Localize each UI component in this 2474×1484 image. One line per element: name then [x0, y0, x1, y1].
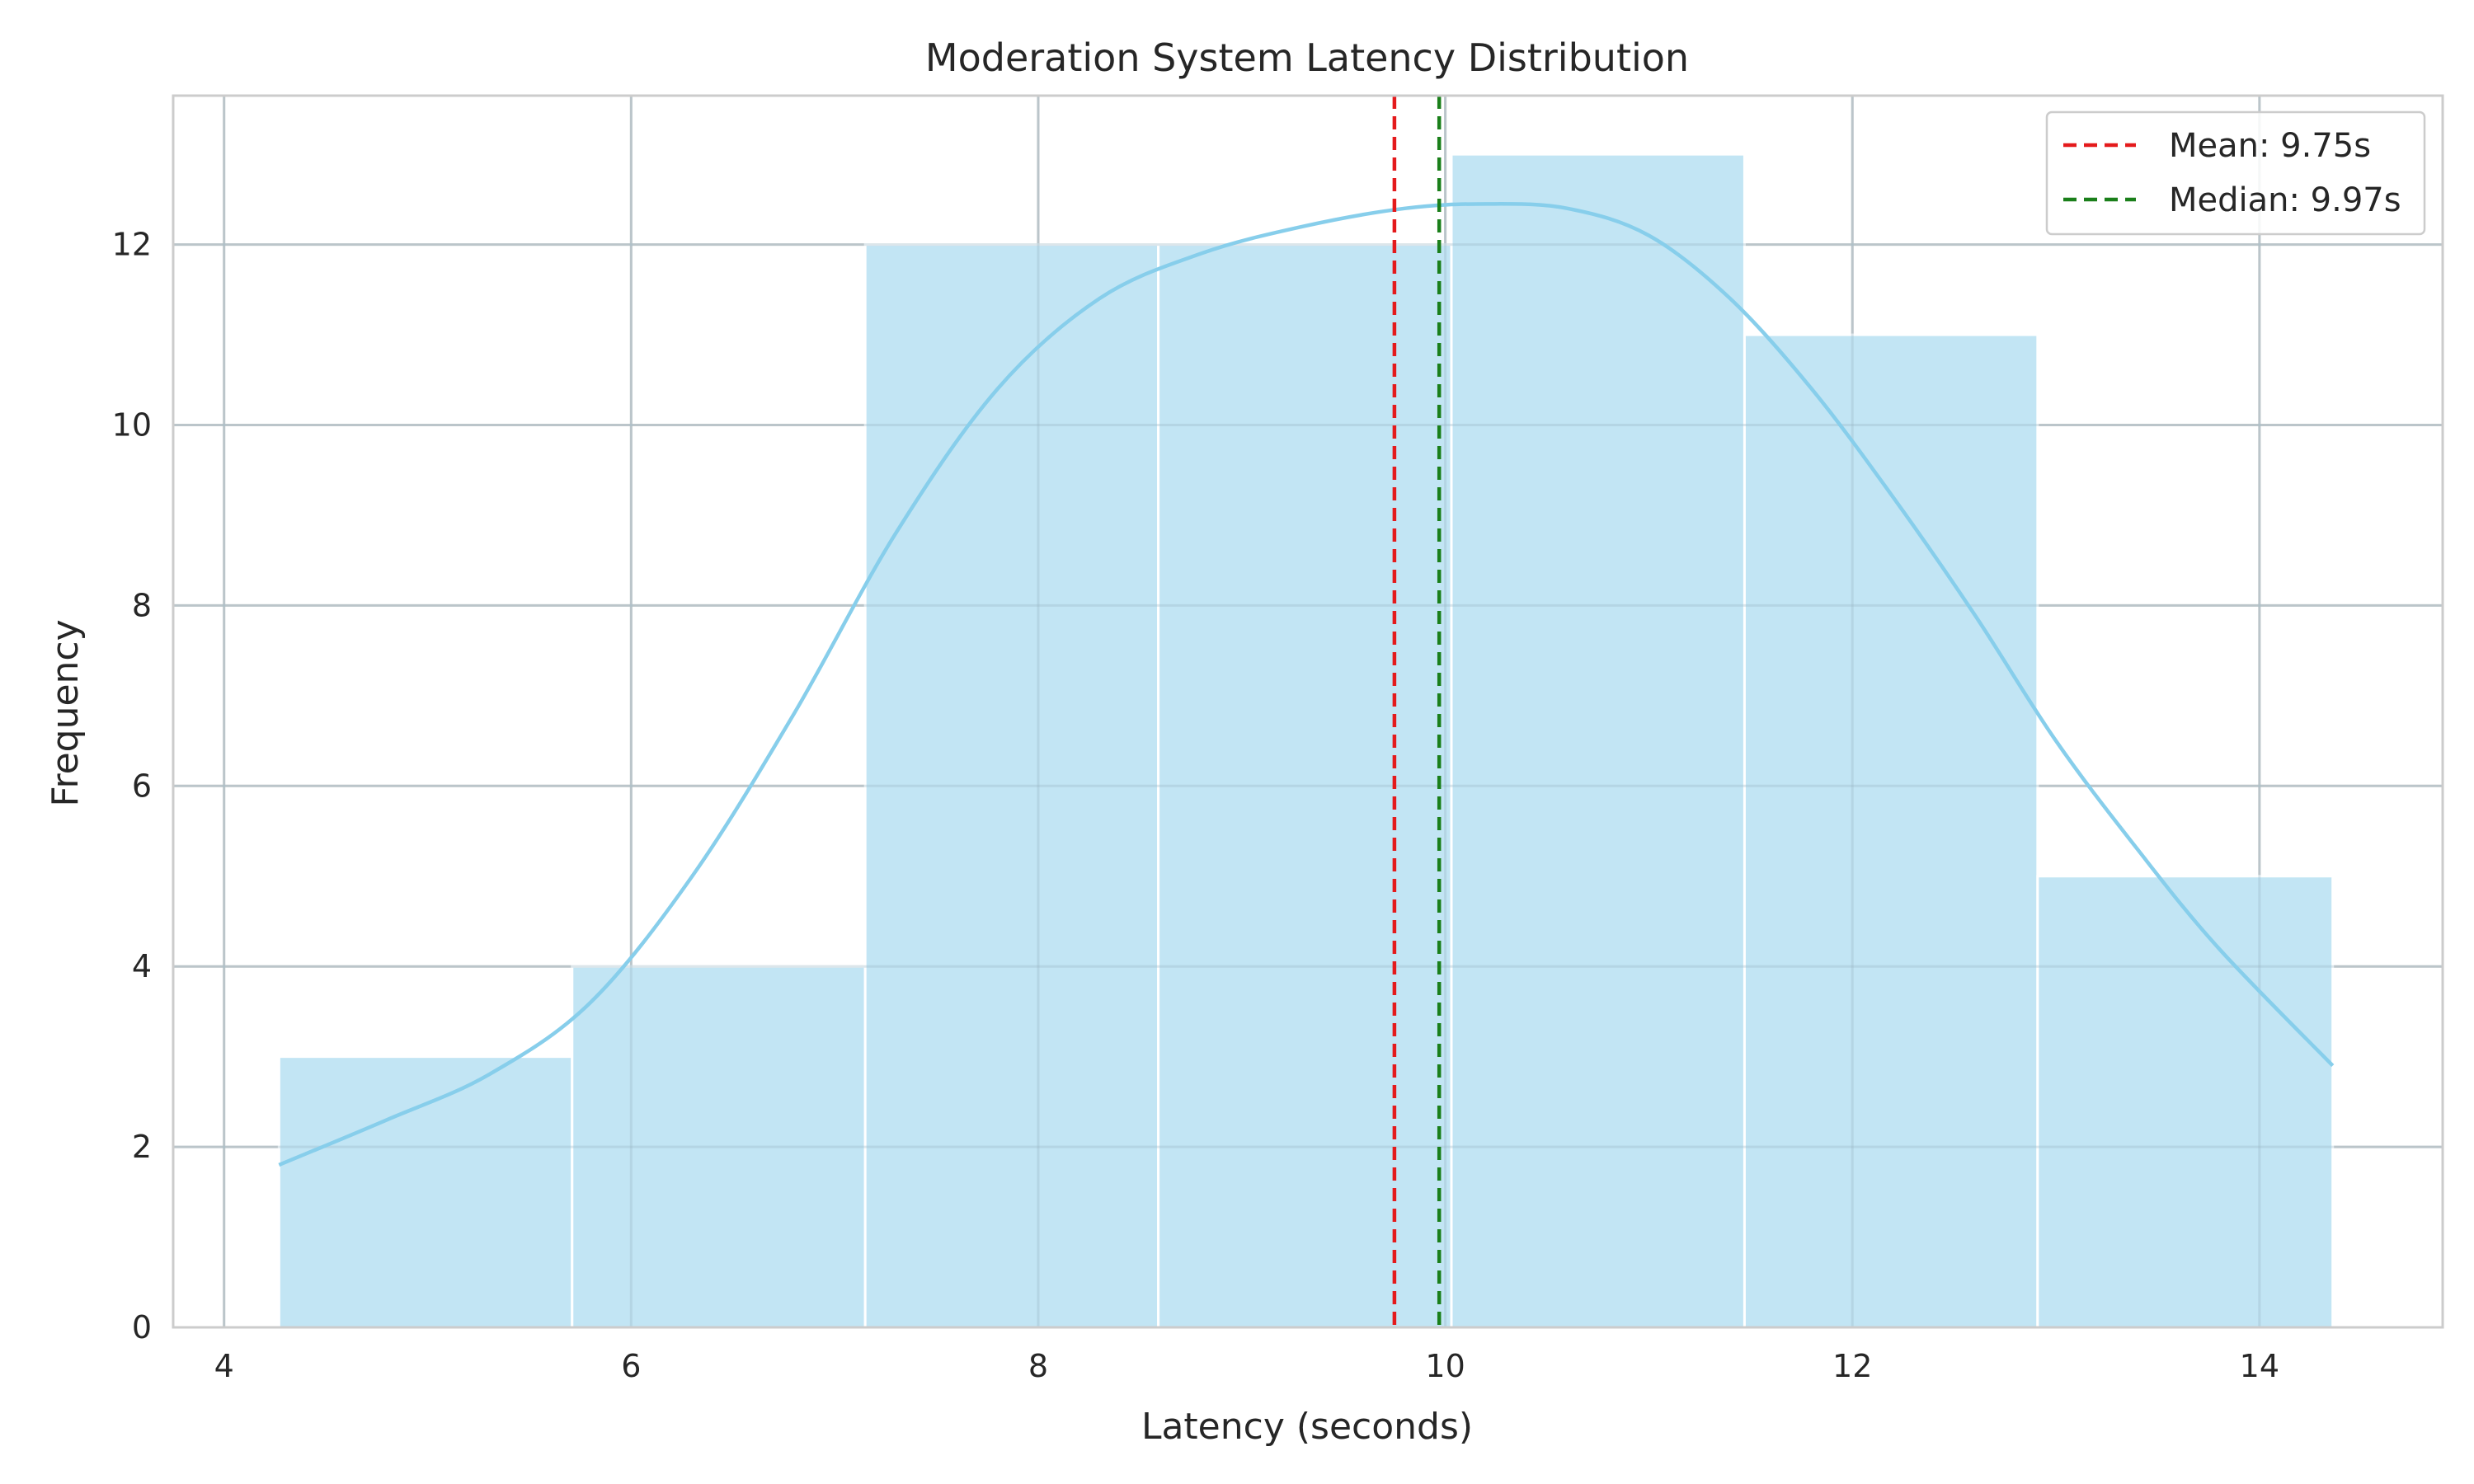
- plot-frame: [172, 94, 2444, 1329]
- histogram-bar: [863, 243, 1160, 1329]
- legend-median-label: Median: 9.97s: [2169, 181, 2401, 219]
- legend-mean-label: Mean: 9.75s: [2169, 127, 2371, 165]
- histogram-bar: [2036, 875, 2335, 1329]
- y-tick-label: 8: [132, 587, 152, 623]
- y-tick-label: 10: [112, 406, 152, 443]
- grid-lines-front: [173, 96, 2443, 1329]
- x-tick-label: 8: [1028, 1348, 1048, 1384]
- tick-labels: 4 6 8 10 12 14 0 2 4 6 8 10 12: [112, 227, 2279, 1384]
- histogram-bar: [1743, 333, 2039, 1329]
- kde-line: [278, 202, 2335, 1167]
- histogram-bar: [277, 1055, 574, 1329]
- x-tick-label: 4: [214, 1348, 234, 1384]
- x-axis-label: Latency (seconds): [1141, 1406, 1473, 1448]
- y-tick-label: 6: [132, 768, 152, 804]
- histogram-bar: [1450, 153, 1746, 1329]
- legend-box: [2045, 110, 2426, 236]
- histogram-bar: [1157, 243, 1453, 1329]
- y-tick-label: 2: [132, 1129, 152, 1165]
- chart-title: Moderation System Latency Distribution: [925, 35, 1689, 80]
- x-tick-label: 14: [2240, 1348, 2279, 1384]
- x-tick-label: 6: [621, 1348, 641, 1384]
- y-tick-label: 12: [112, 227, 152, 263]
- y-tick-label: 0: [132, 1309, 152, 1345]
- y-tick-label: 4: [132, 948, 152, 984]
- x-tick-label: 12: [1832, 1348, 1872, 1384]
- legend: Mean: 9.75s Median: 9.97s: [2045, 110, 2426, 236]
- histogram-bars: [277, 153, 2335, 1329]
- kde-curve: [278, 202, 2335, 1167]
- x-tick-label: 10: [1425, 1348, 1465, 1384]
- y-axis-label: Frequency: [45, 619, 87, 806]
